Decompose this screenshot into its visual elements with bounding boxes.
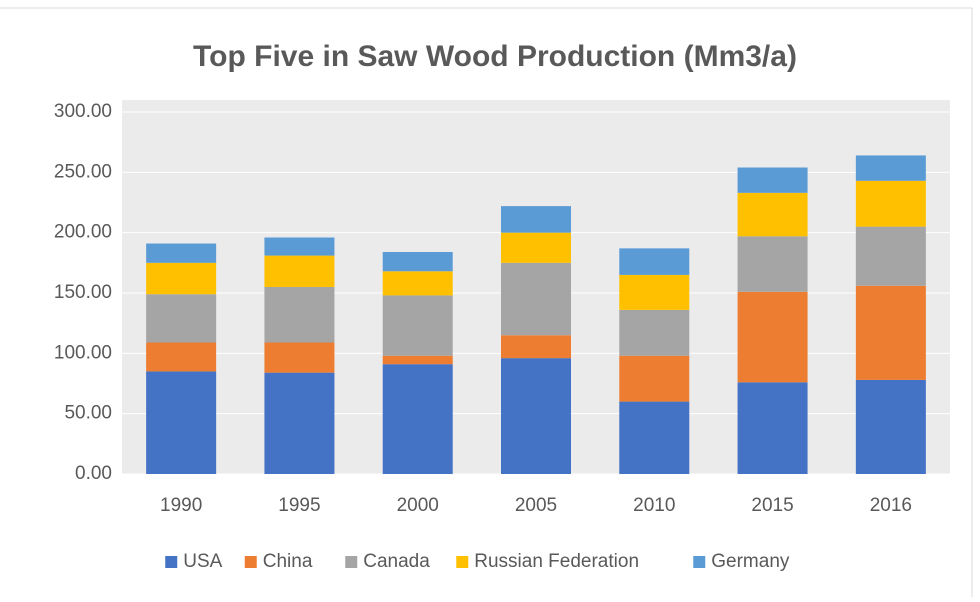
legend-label: Canada <box>363 551 430 572</box>
bar-segment <box>146 262 217 295</box>
y-tick-label: 100.00 <box>54 342 112 363</box>
bar-segment <box>382 251 453 272</box>
bar-segment <box>619 274 690 310</box>
bar-segment <box>264 372 335 474</box>
bar-segment <box>737 382 808 474</box>
y-tick-label: 0.00 <box>75 463 112 484</box>
bar-segment <box>501 206 571 233</box>
legend-swatch <box>456 556 469 568</box>
chart-title: Top Five in Saw Wood Production (Mm3/a) <box>193 40 797 73</box>
bar-segment <box>264 237 335 256</box>
bar-segment <box>501 358 571 474</box>
y-tick-label: 50.00 <box>64 403 112 424</box>
bar-segment <box>146 342 217 372</box>
bar-segment <box>501 335 571 359</box>
x-tick-label: 1990 <box>160 495 202 516</box>
bar-segment <box>619 401 690 474</box>
bar-segment <box>855 226 926 286</box>
bar-segment <box>619 309 690 356</box>
legend-label: Russian Federation <box>474 551 639 572</box>
x-tick-label: 2010 <box>633 495 675 516</box>
bar-segment <box>737 236 808 292</box>
legend-swatch <box>693 556 706 568</box>
bar-segment <box>619 355 690 402</box>
bar-segment <box>382 271 453 296</box>
bar-segment <box>264 286 335 343</box>
y-tick-label: 300.00 <box>54 101 112 122</box>
legend-label: USA <box>183 551 222 572</box>
legend-swatch <box>165 556 178 568</box>
x-tick-label: 1995 <box>278 495 320 516</box>
x-tick-label: 2000 <box>397 495 439 516</box>
bar-segment <box>737 291 808 383</box>
bar-segment <box>264 342 335 373</box>
x-tick-label: 2005 <box>515 495 557 516</box>
legend-label: Germany <box>711 551 790 572</box>
bar-segment <box>737 167 808 193</box>
bar-segment <box>501 232 571 263</box>
bar-segment <box>146 371 217 474</box>
bar-segment <box>146 243 217 263</box>
legend-swatch <box>244 556 257 568</box>
bar-segment <box>264 255 335 287</box>
bar-segment <box>619 248 690 275</box>
bar-segment <box>501 262 571 336</box>
x-tick-label: 2015 <box>751 495 793 516</box>
bar-segment <box>382 364 453 474</box>
legend-label: China <box>263 551 313 572</box>
bar-segment <box>737 192 808 237</box>
x-tick-label: 2016 <box>870 495 912 516</box>
y-tick-label: 250.00 <box>54 161 112 182</box>
bar-segment <box>382 295 453 356</box>
bar-segment <box>855 155 926 181</box>
bar-segment <box>855 379 926 474</box>
y-tick-label: 200.00 <box>54 222 112 243</box>
y-tick-label: 150.00 <box>54 282 112 303</box>
bar-segment <box>855 180 926 227</box>
bar-segment <box>382 355 453 365</box>
bar-segment <box>146 294 217 343</box>
legend-swatch <box>345 556 358 568</box>
bar-segment <box>855 285 926 380</box>
